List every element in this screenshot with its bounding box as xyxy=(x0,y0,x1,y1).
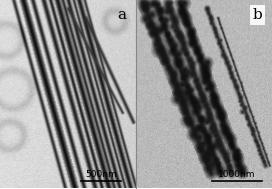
Text: 1000nm: 1000nm xyxy=(218,170,256,179)
Text: 500nm: 500nm xyxy=(85,170,117,179)
Text: b: b xyxy=(252,8,262,22)
Text: a: a xyxy=(117,8,126,22)
